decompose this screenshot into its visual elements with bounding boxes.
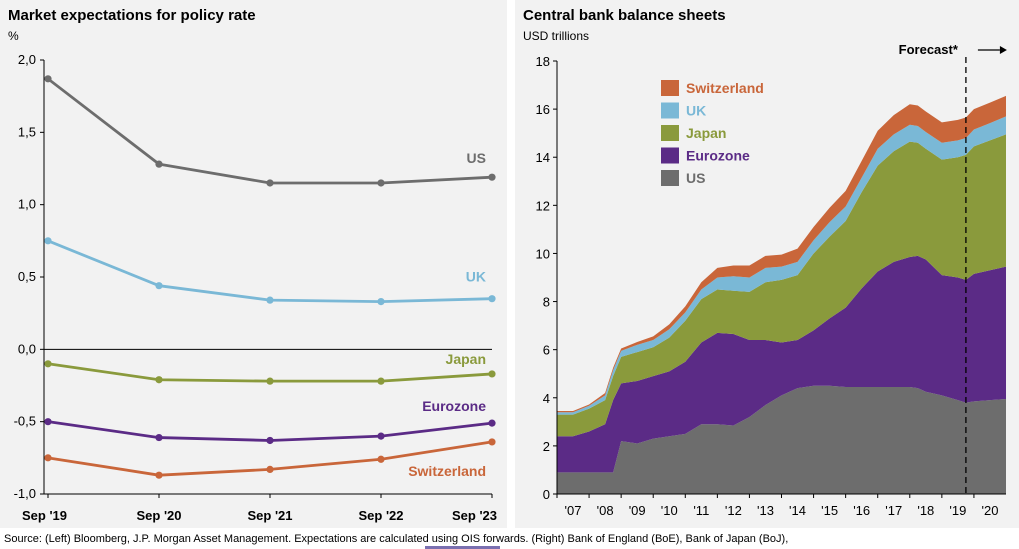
point-us (155, 160, 163, 168)
point-us (488, 173, 496, 181)
point-uk (377, 297, 385, 306)
point-switzerland (155, 471, 163, 479)
point-us (266, 179, 274, 187)
point-us (377, 179, 385, 187)
y-tick-label: -1,0 (14, 486, 36, 501)
x-tick-label: '09 (629, 503, 646, 518)
x-tick-label: '15 (821, 503, 838, 518)
left-chart-unit: % (8, 29, 19, 43)
y-tick-label: 1,0 (18, 197, 36, 212)
legend-label-uk: UK (686, 103, 706, 119)
balance-sheet-chart: 0 2 4 6 8 10 12 14 16 18 '07 '08 '09 '10 '11 '12 '13 '14 '… (536, 42, 1007, 518)
right-chart-unit: USD trillions (523, 29, 590, 43)
point-switzerland (377, 455, 385, 463)
point-switzerland (266, 465, 274, 474)
y-tick-label: 6 (543, 343, 550, 358)
series-label-uk: UK (466, 269, 486, 285)
y-tick-label: -0,5 (14, 414, 36, 429)
point-japan (44, 360, 52, 368)
point-us (44, 75, 52, 83)
x-tick-label: '14 (789, 503, 806, 518)
x-tick-label: '12 (725, 503, 742, 518)
y-tick-label: 0,5 (18, 269, 36, 284)
x-tick-label: Sep '23 (452, 508, 497, 523)
source-highlight-mark (425, 546, 500, 549)
legend-swatch-uk (661, 102, 679, 119)
point-eurozone (377, 432, 385, 440)
x-tick-label: '13 (757, 503, 774, 518)
x-tick-label: '07 (565, 503, 582, 518)
series-line-uk (47, 239, 493, 303)
x-tick-label: '08 (597, 503, 614, 518)
area-switzerland (557, 95, 1006, 413)
x-tick-label: Sep '20 (136, 508, 181, 523)
area-japan (557, 134, 1006, 437)
legend-label-eurozone: Eurozone (686, 148, 750, 164)
y-tick-label: 0,0 (18, 341, 36, 356)
point-uk (155, 282, 163, 290)
point-eurozone (266, 436, 274, 445)
left-chart-title: Market expectations for policy rate (8, 7, 256, 24)
forecast-label: Forecast* (899, 42, 959, 57)
legend-swatch-us (661, 170, 679, 186)
point-eurozone (44, 418, 52, 426)
point-uk (488, 295, 496, 303)
y-tick-label: 14 (536, 150, 550, 165)
y-tick-label: 18 (536, 54, 550, 69)
right-chart-title: Central bank balance sheets (523, 7, 726, 24)
series-label-switzerland: Switzerland (408, 463, 486, 479)
point-japan (377, 377, 385, 385)
y-tick-label: 4 (543, 391, 550, 406)
legend-label-japan: Japan (686, 125, 726, 141)
legend-label-us: US (686, 170, 705, 186)
x-tick-label: '16 (853, 503, 870, 518)
x-tick-label: Sep '21 (247, 508, 292, 523)
x-tick-label: '18 (917, 503, 934, 518)
series-label-eurozone: Eurozone (422, 398, 486, 414)
source-note: Source: (Left) Bloomberg, J.P. Morgan As… (4, 533, 789, 545)
legend-label-switzerland: Switzerland (686, 80, 764, 96)
area-uk (557, 116, 1006, 415)
y-tick-label: 0 (543, 487, 550, 502)
point-uk (44, 237, 52, 245)
series-label-us: US (467, 150, 486, 166)
area-us (557, 385, 1006, 494)
x-tick-label: '10 (661, 503, 678, 518)
series-line-us (47, 77, 493, 185)
legend-swatch-switzerland (661, 80, 679, 96)
y-tick-label: 2,0 (18, 52, 36, 67)
point-eurozone (488, 419, 496, 427)
y-tick-label: 8 (543, 295, 550, 310)
x-tick-label: '20 (981, 503, 998, 518)
point-japan (488, 370, 496, 378)
series-label-japan: Japan (446, 351, 486, 367)
y-tick-label: 1,5 (18, 124, 36, 139)
y-tick-label: 12 (536, 198, 550, 213)
forecast-arrow-head (999, 46, 1007, 54)
point-japan (266, 377, 274, 385)
right-chart-panel: Central bank balance sheets USD trillion… (515, 0, 1019, 528)
point-uk (266, 296, 274, 304)
policy-rate-chart: -1,0 -0,5 0,0 0,5 1,0 1,5 2,0 Sep '19 Sep '20 Sep… (14, 52, 497, 523)
x-tick-label: '11 (693, 503, 709, 518)
area-eurozone (557, 255, 1006, 473)
point-switzerland (488, 438, 496, 446)
legend-swatch-eurozone (661, 147, 679, 164)
point-japan (155, 376, 163, 384)
legend-swatch-japan (661, 125, 679, 141)
y-tick-label: 16 (536, 102, 550, 117)
left-chart-panel: Market expectations for policy rate % -1… (0, 0, 507, 528)
x-tick-label: '17 (885, 503, 902, 518)
y-tick-label: 2 (543, 439, 550, 454)
x-tick-label: '19 (949, 503, 966, 518)
x-tick-label: Sep '19 (22, 508, 67, 523)
point-switzerland (44, 454, 52, 462)
y-tick-label: 10 (536, 246, 550, 261)
x-tick-label: Sep '22 (358, 508, 403, 523)
point-eurozone (155, 433, 163, 442)
